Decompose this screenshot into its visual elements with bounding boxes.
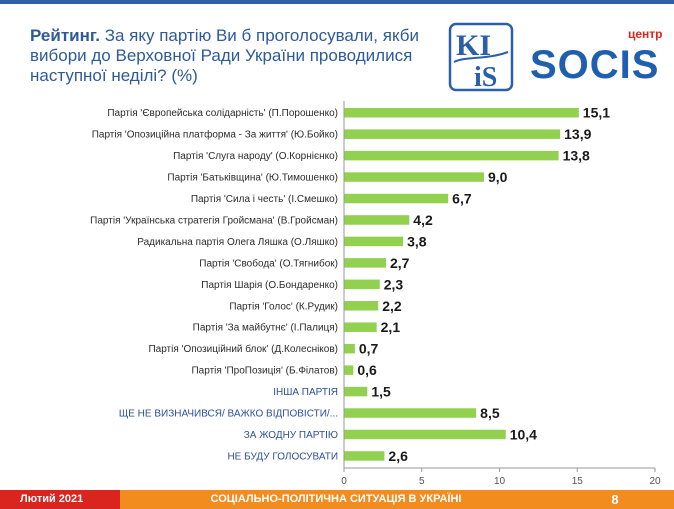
bar <box>344 279 380 290</box>
footer-bar: Лютий 2021 СОЦІАЛЬНО-ПОЛІТИЧНА СИТУАЦІЯ … <box>0 490 674 509</box>
chart-title: Рейтинг. За яку партію Ви б проголосувал… <box>30 26 440 86</box>
bar-value-label: 1,5 <box>371 384 391 400</box>
bar <box>344 150 559 161</box>
bar <box>344 236 404 247</box>
x-tick-label: 20 <box>649 476 661 487</box>
category-label: Партія 'Батьківщина' (Ю.Тимошенко) <box>167 173 338 184</box>
x-tick-label: 15 <box>572 476 584 487</box>
category-label: Партія 'За майбутнє' (І.Палиця) <box>193 322 338 334</box>
x-tick-label: 10 <box>494 476 506 487</box>
bar-value-label: 9,0 <box>488 169 508 185</box>
category-label: Партія 'Опозиційна платформа - За життя'… <box>92 129 338 141</box>
bars-layer: Партія 'Європейська солідарність' (П.Пор… <box>90 105 610 464</box>
category-label: Радикальна партія Олега Ляшка (О.Ляшко) <box>137 237 338 248</box>
bar-value-label: 2,2 <box>382 298 402 314</box>
socis-logo-small: центр <box>628 27 663 41</box>
bar-value-label: 4,2 <box>413 212 433 228</box>
kiis-logo: KI iS <box>448 22 514 93</box>
category-label: Партія 'Свобода' (О.Тягнибок) <box>199 257 338 269</box>
category-label: НЕ БУДУ ГОЛОСУВАТИ <box>227 451 338 462</box>
bar <box>344 408 477 418</box>
top-rule <box>0 0 674 4</box>
bar <box>344 386 368 397</box>
bar <box>344 365 354 375</box>
category-label: Партія 'Сила і честь' (І.Смешко) <box>191 194 338 205</box>
category-label: Партія 'Голос' (К.Рудик) <box>229 301 338 312</box>
footer-page-number: 8 <box>611 492 619 507</box>
footer-orange-band <box>120 490 674 509</box>
x-tick-label: 0 <box>341 476 347 487</box>
bar <box>344 129 561 139</box>
bar-value-label: 0,6 <box>357 362 377 378</box>
footer-date: Лютий 2021 <box>20 493 84 505</box>
bar-value-label: 2,7 <box>390 255 410 271</box>
bar-value-label: 2,6 <box>388 448 408 464</box>
bar-value-label: 3,8 <box>407 233 427 249</box>
category-label: Партія 'ПроПозиція' (Б.Філатов) <box>191 366 338 377</box>
bar <box>344 258 386 268</box>
bar-value-label: 10,4 <box>510 426 537 442</box>
category-label: Партія 'Українська стратегія Гройсмана' … <box>90 215 338 226</box>
bar-value-label: 13,9 <box>564 126 591 142</box>
bar-value-label: 2,3 <box>384 276 404 292</box>
bar <box>344 172 484 182</box>
bar-value-label: 6,7 <box>452 191 472 207</box>
kiis-logo-bottom: iS <box>474 62 497 93</box>
socis-logo-text: SOCIS <box>530 43 659 87</box>
footer-title: СОЦІАЛЬНО-ПОЛІТИЧНА СИТУАЦІЯ В УКРАЇНІ <box>210 493 462 505</box>
category-label: Партія Шарія (О.Бондаренко) <box>201 280 338 291</box>
bar-value-label: 8,5 <box>480 405 500 421</box>
socis-logo: центр SOCIS <box>530 27 663 87</box>
bar-chart: Партія 'Європейська солідарність' (П.Пор… <box>90 101 661 487</box>
category-label: ЩЕ НЕ ВИЗНАЧИВСЯ/ ВАЖКО ВІДПОВІСТИ/... <box>119 409 338 420</box>
category-label: ІНША ПАРТІЯ <box>273 387 338 398</box>
bar <box>344 451 385 461</box>
category-label: Партія 'Європейська солідарність' (П.Пор… <box>107 108 338 119</box>
x-tick-label: 5 <box>419 476 425 487</box>
bar <box>344 107 579 118</box>
x-ticks-layer: 0 5 10 15 20 <box>341 468 661 487</box>
bar <box>344 343 355 354</box>
category-label: ЗА ЖОДНУ ПАРТІЮ <box>244 430 338 441</box>
kiis-logo-top: KI <box>456 29 491 62</box>
category-label: Партія 'Опозиційний блок' (Д.Колесніков) <box>148 343 338 355</box>
bar-value-label: 13,8 <box>563 148 590 164</box>
logo-group: KI iS центр SOCIS <box>448 22 663 93</box>
bar <box>344 193 449 204</box>
bar-value-label: 2,1 <box>381 319 401 335</box>
bar <box>344 429 506 440</box>
bar-value-label: 15,1 <box>583 105 610 121</box>
bar <box>344 301 379 311</box>
bar <box>344 322 377 332</box>
bar <box>344 215 410 225</box>
bar-value-label: 0,7 <box>359 341 379 357</box>
chart-title-bold: Рейтинг. <box>30 26 100 45</box>
category-label: Партія 'Слуга народу' (О.Корнієнко) <box>173 151 338 162</box>
chart-title-question: За яку партію Ви б проголосували, якби в… <box>30 26 419 85</box>
